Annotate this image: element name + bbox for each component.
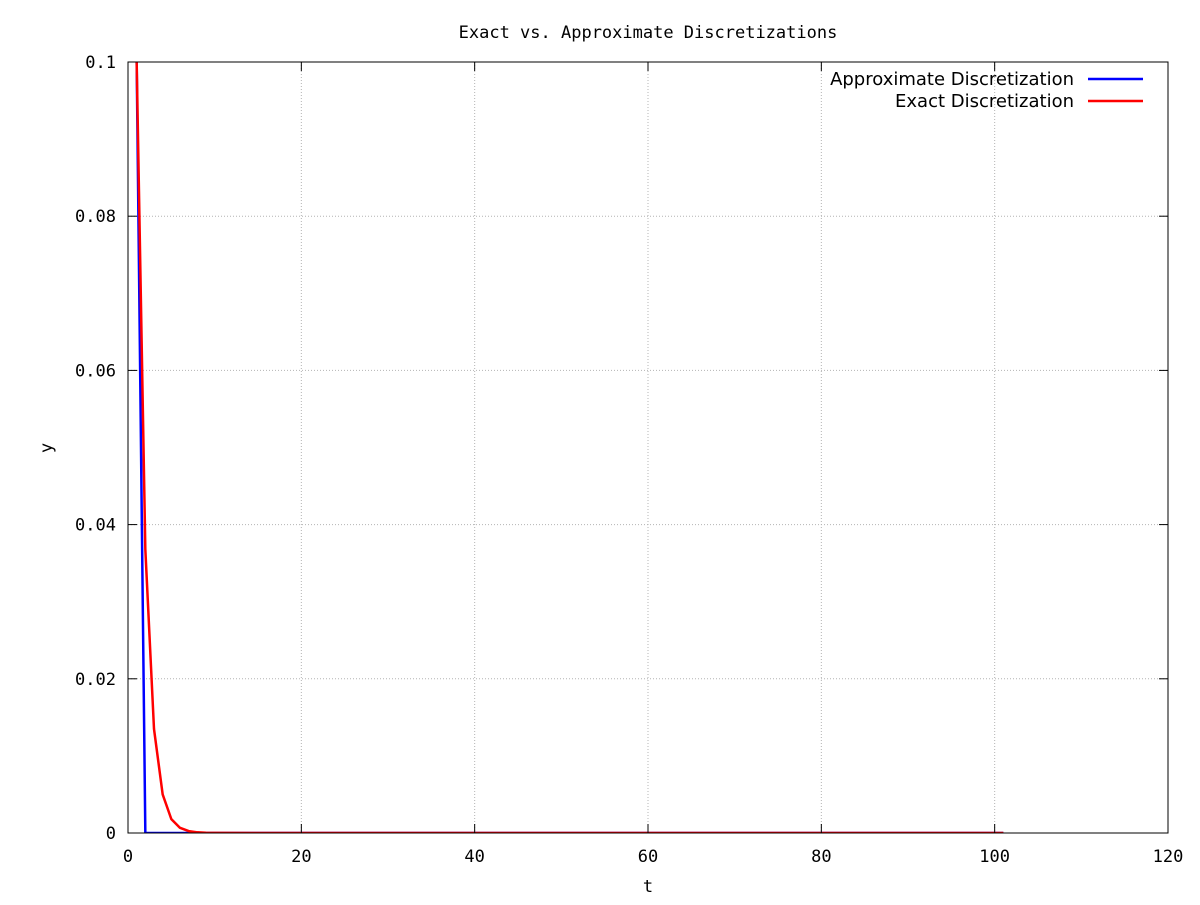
x-tick-label: 60 [638, 847, 658, 867]
legend-label-exact-discretization: Exact Discretization [895, 91, 1074, 112]
x-tick-label: 0 [123, 847, 133, 867]
y-tick-label: 0.06 [75, 361, 116, 381]
axes: 0 20 40 60 80 100 120 0 0.02 0.04 0.06 0.08 0.1 [75, 53, 1183, 867]
plot-area [135, 62, 1004, 833]
series-line-exact-discretization [135, 62, 1004, 833]
y-tick-label: 0.02 [75, 670, 116, 690]
legend-label-approximate-discretization: Approximate Discretization [830, 69, 1074, 90]
x-axis-label: t [643, 877, 653, 897]
y-tick-label: 0.08 [75, 207, 116, 227]
chart-title: Exact vs. Approximate Discretizations [459, 23, 838, 43]
x-tick-label: 100 [979, 847, 1010, 867]
y-axis-label: y [37, 443, 57, 453]
x-tick-label: 80 [811, 847, 831, 867]
x-tick-label: 120 [1153, 847, 1184, 867]
series-line-approximate-discretization [135, 62, 1004, 833]
y-tick-label: 0.04 [75, 516, 116, 536]
x-tick-label: 40 [464, 847, 484, 867]
y-tick-label: 0 [106, 824, 116, 844]
x-tick-label: 20 [291, 847, 311, 867]
grid [128, 62, 1168, 833]
y-tick-label: 0.1 [85, 53, 116, 73]
plot-frame [127, 61, 1169, 834]
